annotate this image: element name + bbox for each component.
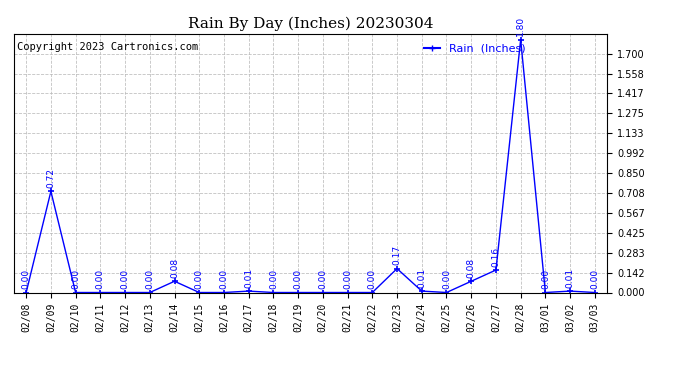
Text: 0.01: 0.01 (244, 267, 253, 288)
Text: 0.00: 0.00 (21, 269, 30, 289)
Text: 0.00: 0.00 (442, 269, 451, 289)
Text: 0.16: 0.16 (491, 246, 500, 267)
Text: 0.00: 0.00 (294, 269, 303, 289)
Text: 0.00: 0.00 (195, 269, 204, 289)
Text: 0.08: 0.08 (466, 258, 475, 278)
Text: 0.72: 0.72 (46, 168, 55, 188)
Text: 0.00: 0.00 (318, 269, 327, 289)
Text: 1.80: 1.80 (516, 16, 525, 36)
Text: 0.17: 0.17 (393, 245, 402, 265)
Text: 0.00: 0.00 (541, 269, 550, 289)
Text: 0.08: 0.08 (170, 258, 179, 278)
Text: 0.00: 0.00 (591, 269, 600, 289)
Text: 0.01: 0.01 (417, 267, 426, 288)
Legend: Rain  (Inches): Rain (Inches) (420, 39, 531, 58)
Text: 0.00: 0.00 (343, 269, 352, 289)
Text: 0.00: 0.00 (219, 269, 228, 289)
Text: 0.00: 0.00 (269, 269, 278, 289)
Text: 0.01: 0.01 (566, 267, 575, 288)
Text: 0.00: 0.00 (96, 269, 105, 289)
Text: 0.00: 0.00 (71, 269, 80, 289)
Text: 0.00: 0.00 (121, 269, 130, 289)
Text: 0.00: 0.00 (146, 269, 155, 289)
Text: Copyright 2023 Cartronics.com: Copyright 2023 Cartronics.com (17, 42, 198, 51)
Text: 0.00: 0.00 (368, 269, 377, 289)
Title: Rain By Day (Inches) 20230304: Rain By Day (Inches) 20230304 (188, 17, 433, 31)
